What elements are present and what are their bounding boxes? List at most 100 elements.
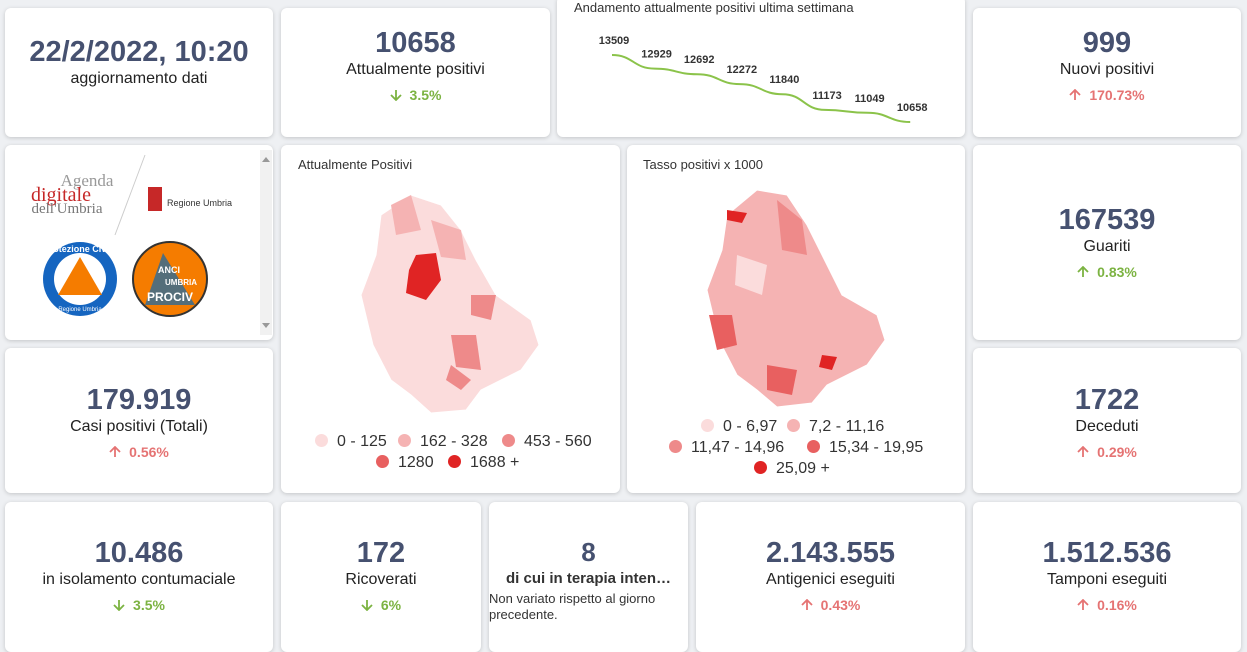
logo-text: Agenda [61, 171, 114, 190]
logos: Agenda digitale dell'Umbria Regione Umbr… [31, 150, 272, 335]
kpi-card: 999 Nuovi positivi 170.73% [973, 8, 1241, 137]
legend-item: 11,47 - 14,96 [669, 439, 784, 457]
kpi-label: Guariti [1083, 238, 1131, 255]
kpi-card: 10658 Attualmente positivi 3.5% [281, 8, 550, 137]
kpi-card: 1.512.536 Tamponi eseguiti 0.16% [973, 502, 1241, 652]
logo-triangle [145, 253, 195, 305]
legend-item: 453 - 560 [502, 433, 592, 451]
data-label: 12272 [727, 64, 758, 76]
legend-label: 453 - 560 [524, 433, 592, 450]
change-text: 0.83% [1097, 264, 1137, 280]
arrow-path [1077, 445, 1089, 457]
update-card: 22/2/2022, 10:20 aggiornamento dati [5, 8, 273, 137]
logo-text: Regione Umbria [58, 307, 102, 313]
logo-text: UMBRIA [165, 278, 197, 287]
arrow-path [109, 445, 121, 457]
trend-arrow [1069, 88, 1081, 100]
kpi-label: Attualmente positivi [346, 61, 485, 78]
data-label: 11049 [855, 93, 885, 105]
trend-arrow [1077, 598, 1089, 610]
map-card: Attualmente Positivi 0 - 125 162 - 328 453… [281, 145, 620, 493]
kpi-value: 1.512.536 [1042, 537, 1172, 569]
kpi-note: Non variato rispetto al giorno precedent… [489, 591, 656, 622]
legend-item: 1280 [376, 454, 434, 472]
change-text: 170.73% [1089, 87, 1145, 103]
trend-arrow [1077, 445, 1089, 457]
data-label: 12692 [684, 54, 715, 66]
legend-swatch [787, 419, 800, 432]
map-title: Attualmente Positivi [298, 157, 413, 172]
kpi-card: 1722 Deceduti 0.29% [973, 348, 1241, 493]
map [360, 194, 540, 414]
legend-swatch [398, 434, 411, 447]
change-text: 3.5% [133, 597, 165, 613]
kpi-label: Ricoverati [345, 571, 417, 588]
trend-arrow [1077, 265, 1089, 277]
arrow-path [113, 600, 125, 612]
trend-arrow [361, 600, 373, 612]
legend-item: 7,2 - 11,16 [787, 418, 884, 436]
legend-label: 7,2 - 11,16 [809, 418, 885, 435]
scroll-down[interactable] [262, 323, 270, 328]
arrow-path [389, 90, 402, 102]
legend-label: 11,47 - 14,96 [691, 439, 785, 456]
kpi-card: 10.486 in isolamento contumaciale 3.5% [5, 502, 273, 652]
legend-item: 162 - 328 [398, 433, 488, 451]
kpi-change: 6% [281, 596, 481, 614]
arrow-path [801, 598, 813, 610]
arrow-path [1077, 598, 1089, 610]
kpi-change: 0.16% [973, 596, 1241, 614]
kpi-value: 10658 [375, 27, 456, 59]
legend-swatch [315, 434, 328, 447]
map-title: Tasso positivi x 1000 [643, 157, 763, 172]
kpi-card: 172 Ricoverati 6% [281, 502, 481, 652]
change-text: 0.56% [129, 444, 169, 460]
region-shape [406, 253, 441, 300]
legend-swatch [376, 455, 389, 468]
kpi-value: 179.919 [86, 384, 192, 416]
kpi-change: 170.73% [973, 86, 1241, 104]
legend-label: 1280 [398, 454, 434, 471]
trend-arrow [109, 445, 121, 457]
kpi-label: in isolamento contumaciale [42, 571, 236, 588]
region-shape [767, 365, 797, 395]
scroll-up[interactable] [262, 157, 270, 162]
kpi-card: 2.143.555 Antigenici eseguiti 0.43% [696, 502, 965, 652]
logo-text: Regione Umbria [167, 198, 232, 208]
kpi-card: 167539 Guariti 0.83% [973, 145, 1241, 340]
legend-label: 15,34 - 19,95 [829, 439, 924, 456]
data-label: 11840 [769, 74, 799, 86]
kpi-label: Casi positivi (Totali) [70, 418, 208, 435]
scrollbar[interactable] [260, 150, 272, 335]
trend-card: Andamento attualmente positivi ultima se… [557, 0, 965, 137]
legend-label: 0 - 125 [337, 433, 387, 450]
kpi-value: 8 [581, 537, 596, 567]
legend-item: 1688 + [448, 454, 519, 472]
change-text: 0.16% [1097, 597, 1137, 613]
legend-swatch [502, 434, 515, 447]
legend-swatch [701, 419, 714, 432]
legend-label: 0 - 6,97 [723, 418, 778, 435]
kpi-label: Tamponi eseguiti [1046, 571, 1168, 588]
legend-item: 0 - 6,97 [701, 418, 777, 436]
region-shape [431, 220, 466, 260]
kpi-card: 8 di cui in terapia inten… Non variato r… [489, 502, 688, 652]
change-text: 3.5% [409, 87, 442, 103]
update-datetime: 22/2/2022, 10:20 [29, 36, 249, 68]
data-label: 12929 [641, 49, 672, 61]
legend-label: 1688 + [470, 454, 520, 471]
chart-title: Andamento attualmente positivi ultima se… [574, 0, 854, 15]
arrow-path [1069, 88, 1081, 100]
kpi-value: 172 [356, 537, 406, 569]
map [706, 189, 886, 408]
kpi-value: 999 [1082, 27, 1132, 59]
region-shape [451, 335, 481, 370]
region-shape [391, 195, 421, 235]
legend-swatch [807, 440, 820, 453]
trend-arrow [113, 600, 125, 612]
kpi-label: di cui in terapia inten… [505, 570, 672, 587]
legend-swatch [754, 461, 767, 474]
logo-text: PROCIV [147, 290, 193, 304]
legend-label: 25,09 + [776, 460, 830, 477]
